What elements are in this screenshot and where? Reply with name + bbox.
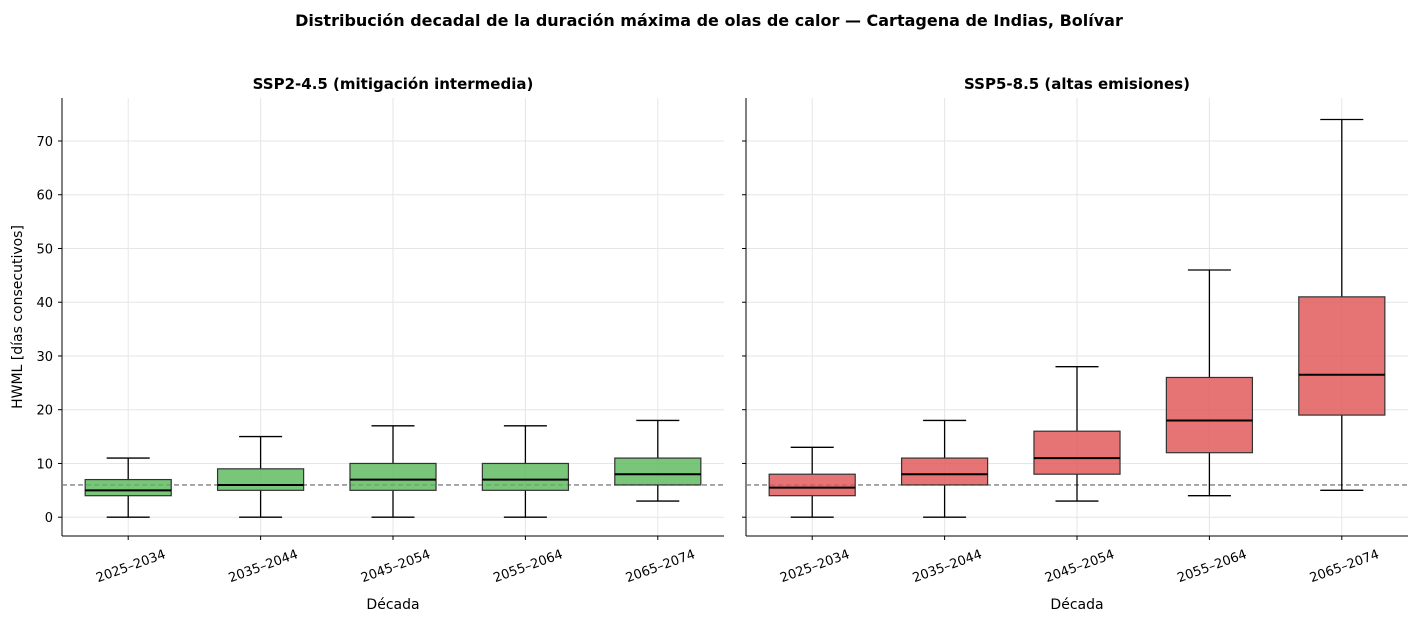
box-iqr bbox=[768, 473, 856, 497]
x-tick-label: 2045–2054 bbox=[1043, 547, 1116, 586]
x-tick-label: 2065–2074 bbox=[1308, 547, 1381, 586]
y-tick-label: 50 bbox=[36, 242, 53, 257]
y-tick-label: 10 bbox=[36, 457, 53, 472]
panel-2: 2025–2034 2035–2044 2045–2054 2055–2064 2065… bbox=[742, 75, 1408, 613]
box-iqr bbox=[349, 462, 437, 491]
y-tick-label: 0 bbox=[45, 511, 53, 526]
box-iqr bbox=[614, 457, 702, 486]
panel-title: SSP2-4.5 (mitigación intermedia) bbox=[253, 75, 534, 93]
box-iqr bbox=[900, 457, 989, 486]
y-tick-label: 20 bbox=[36, 404, 53, 419]
box-3 bbox=[349, 425, 437, 518]
box-iqr bbox=[1033, 430, 1121, 475]
x-tick-label: 2065–2074 bbox=[624, 547, 697, 586]
x-axis-label: Década bbox=[366, 597, 419, 613]
box-5 bbox=[614, 419, 702, 502]
chart-panels: 0 10 20 30 40 50 60 70 2025–2034 2035–2044 2045–20… bbox=[36, 75, 1408, 613]
box-3 bbox=[1033, 366, 1121, 502]
box-2 bbox=[216, 435, 305, 518]
y-axis-label: HWML [días consecutivos] bbox=[10, 225, 26, 409]
box-4 bbox=[481, 425, 570, 518]
box-iqr bbox=[481, 462, 570, 491]
y-tick-label: 40 bbox=[36, 296, 53, 311]
box-iqr bbox=[216, 468, 305, 491]
y-tick-label: 30 bbox=[36, 350, 53, 365]
box-iqr bbox=[84, 478, 172, 497]
panel-1: 0 10 20 30 40 50 60 70 2025–2034 2035–2044 2045–20… bbox=[36, 75, 724, 613]
x-tick-label: 2035–2044 bbox=[227, 547, 300, 586]
y-tick-label: 70 bbox=[36, 135, 53, 150]
x-tick-label: 2055–2064 bbox=[491, 547, 564, 586]
panel-title: SSP5-8.5 (altas emisiones) bbox=[964, 75, 1190, 93]
x-tick-label: 2025–2034 bbox=[94, 547, 167, 586]
box-iqr bbox=[1165, 376, 1254, 454]
x-tick-label: 2035–2044 bbox=[911, 547, 984, 586]
box-iqr bbox=[1298, 296, 1386, 416]
x-tick-label: 2025–2034 bbox=[778, 547, 851, 586]
chart-title: Distribución decadal de la duración máxi… bbox=[295, 11, 1123, 30]
box-4 bbox=[1165, 269, 1254, 497]
y-tick-label: 60 bbox=[36, 189, 53, 204]
box-1 bbox=[768, 446, 856, 518]
x-tick-label: 2045–2054 bbox=[359, 547, 432, 586]
x-tick-label: 2055–2064 bbox=[1175, 547, 1248, 586]
box-5 bbox=[1298, 118, 1386, 491]
box-2 bbox=[900, 419, 989, 518]
x-axis-label: Década bbox=[1050, 597, 1103, 613]
box-1 bbox=[84, 457, 172, 518]
